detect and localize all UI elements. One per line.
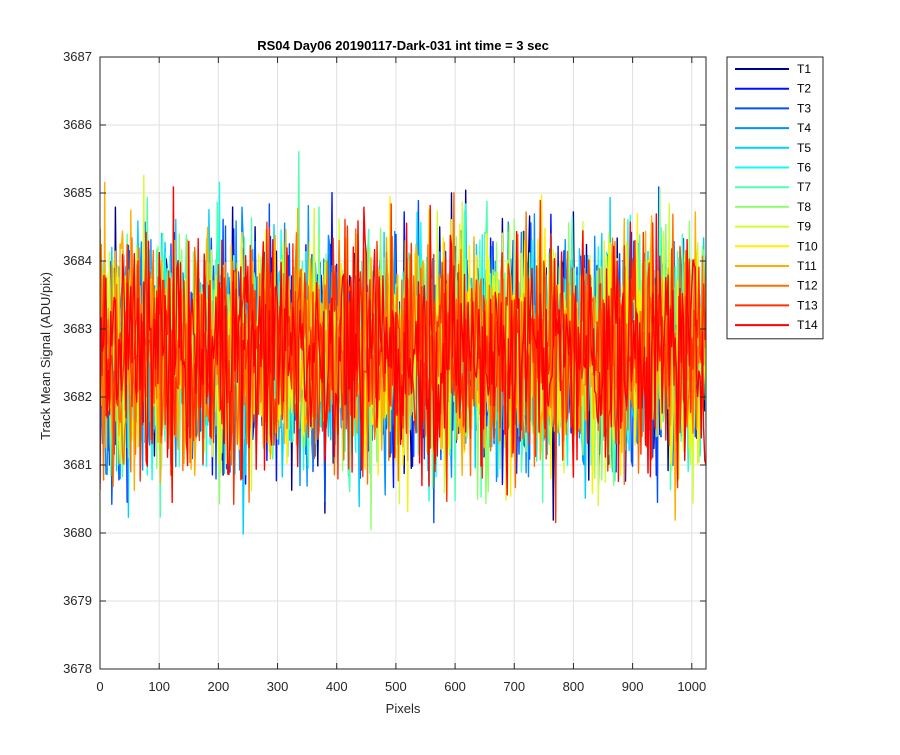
y-tick-label: 3683: [63, 321, 92, 336]
x-tick-label: 0: [96, 679, 103, 694]
legend-label: T5: [797, 141, 811, 155]
axis-ticks: 0 100 200 300 400 500 600 700 800 900 1000 3678 3679…: [63, 49, 706, 694]
legend-label: T9: [797, 220, 811, 234]
legend-label: T4: [797, 121, 811, 135]
legend-label: T14: [797, 318, 818, 332]
chart-title: RS04 Day06 20190117-Dark-031 int time = …: [257, 38, 549, 53]
x-tick-label: 600: [444, 679, 466, 694]
legend-label: T8: [797, 200, 811, 214]
x-tick-label: 1000: [677, 679, 706, 694]
x-tick-label: 900: [622, 679, 644, 694]
x-tick-label: 700: [503, 679, 525, 694]
x-tick-label: 300: [267, 679, 289, 694]
legend-label: T10: [797, 239, 818, 253]
legend-label: T11: [797, 259, 817, 273]
legend-label: T13: [797, 298, 818, 312]
legend-label: T3: [797, 101, 811, 115]
legend-label: T2: [797, 82, 811, 96]
y-tick-label: 3679: [63, 593, 92, 608]
y-tick-label: 3680: [63, 525, 92, 540]
series-lines: [100, 150, 706, 535]
x-tick-label: 800: [563, 679, 585, 694]
y-tick-label: 3682: [63, 389, 92, 404]
x-tick-label: 500: [385, 679, 407, 694]
legend-label: T12: [797, 279, 818, 293]
y-tick-label: 3685: [63, 185, 92, 200]
y-tick-label: 3686: [63, 117, 92, 132]
y-axis-label: Track Mean Signal (ADU/pix): [38, 272, 53, 440]
x-tick-label: 200: [208, 679, 230, 694]
x-tick-label: 100: [148, 679, 170, 694]
legend-label: T7: [797, 180, 811, 194]
y-tick-label: 3684: [63, 253, 92, 268]
legend-label: T6: [797, 161, 811, 175]
legend-label: T1: [797, 62, 811, 76]
y-tick-label: 3681: [63, 457, 92, 472]
x-axis-label: Pixels: [386, 701, 421, 716]
y-tick-label: 3687: [63, 49, 92, 64]
x-tick-label: 400: [326, 679, 348, 694]
plot-frame: [99, 56, 707, 670]
y-tick-label: 3678: [63, 661, 92, 676]
legend-box: [726, 56, 824, 340]
series-line-t14: [100, 186, 706, 504]
legend: T1 T2 T3 T4 T5 T6 T7 T8 T9 T10 T11 T12 T13 T14: [726, 56, 824, 340]
